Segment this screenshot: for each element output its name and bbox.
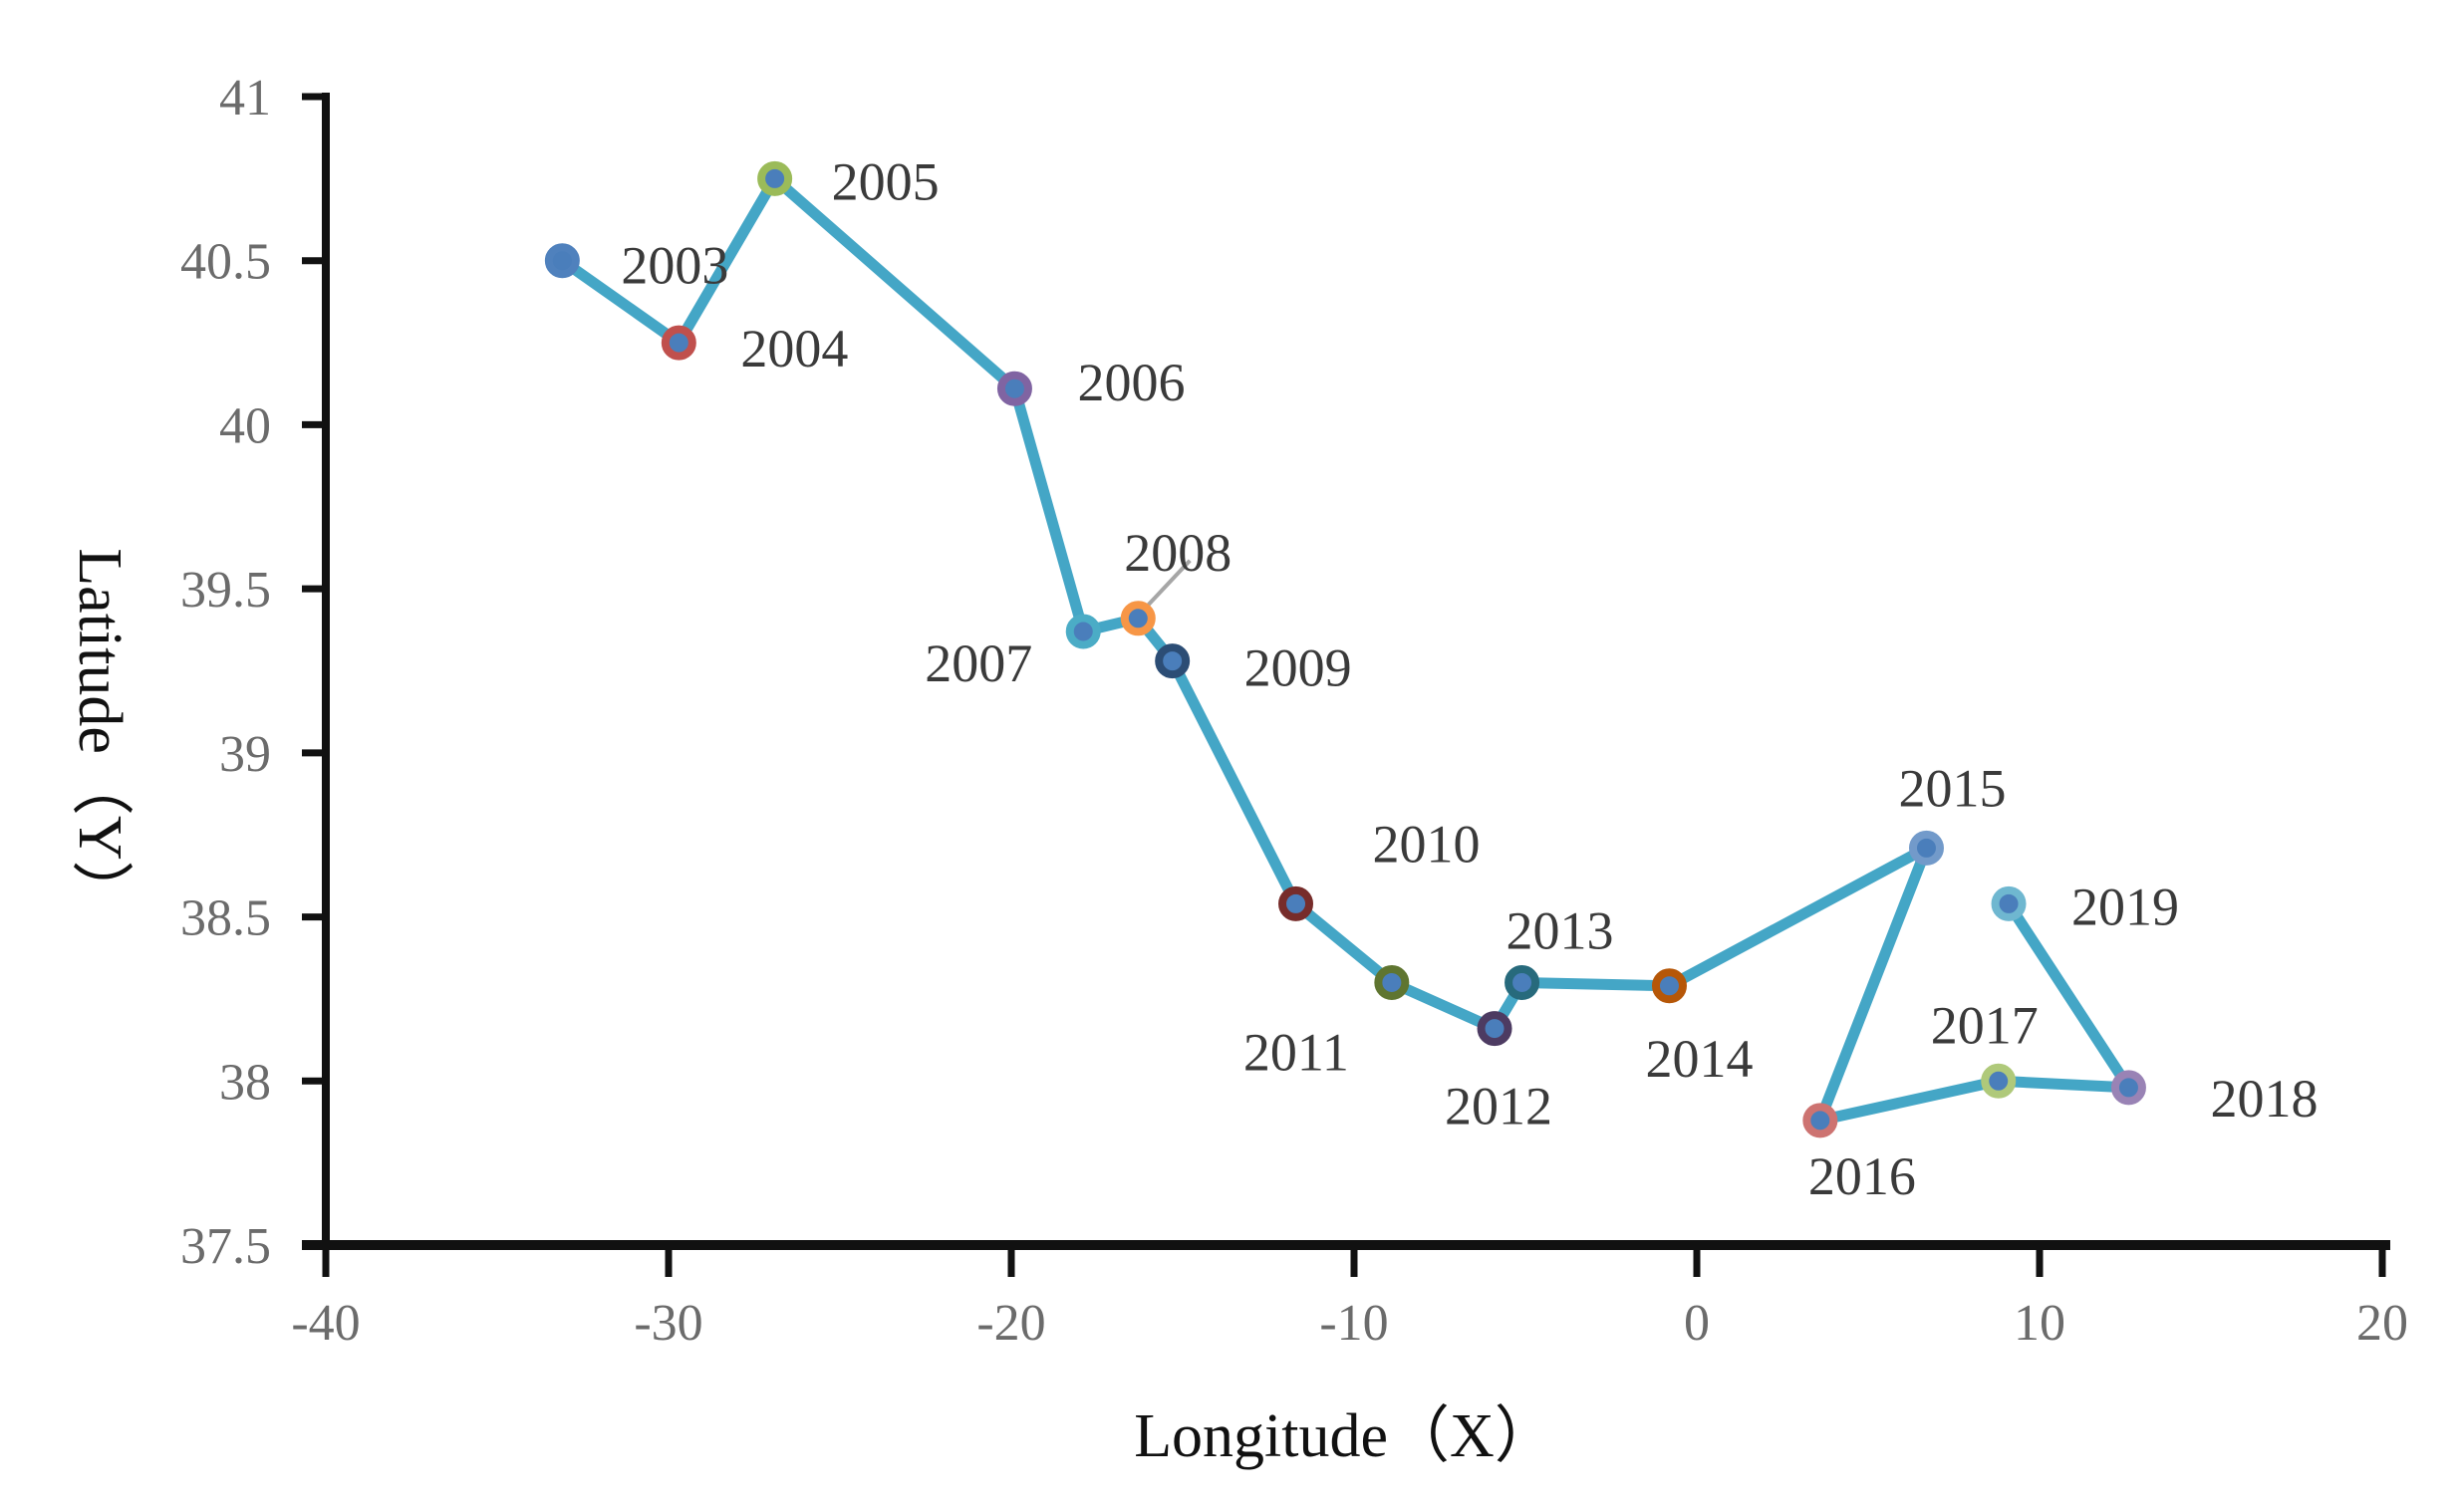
- data-point-2013: [1505, 964, 1540, 1000]
- data-point-label-2019: 2019: [2071, 877, 2179, 936]
- x-tick-label-0: 0: [1684, 1295, 1710, 1352]
- y-tick-label-39: 39: [219, 726, 271, 783]
- data-point-2014: [1651, 968, 1687, 1004]
- data-point-2005: [757, 160, 793, 196]
- y-tick-label-37.5: 37.5: [180, 1218, 271, 1275]
- data-point-2011: [1374, 964, 1410, 1000]
- data-point-label-2005: 2005: [832, 151, 940, 211]
- y-tick-label-38: 38: [219, 1054, 271, 1111]
- data-point-label-2006: 2006: [1077, 353, 1185, 412]
- data-point-2017: [1981, 1063, 2017, 1099]
- data-point-2003: [544, 243, 580, 279]
- data-point-label-2014: 2014: [1645, 1029, 1753, 1089]
- data-point-2008: [1120, 601, 1156, 636]
- x-axis-title: Longitude（X）: [1134, 1402, 1556, 1470]
- x-tick-label--20: -20: [976, 1295, 1045, 1352]
- data-point-2018: [2110, 1070, 2146, 1106]
- data-point-label-2017: 2017: [1931, 995, 2039, 1055]
- x-tick-label--10: -10: [1319, 1295, 1388, 1352]
- data-point-2004: [661, 325, 696, 361]
- x-tick-label-10: 10: [2014, 1295, 2065, 1352]
- data-point-label-2004: 2004: [740, 319, 848, 378]
- data-point-2012: [1477, 1011, 1512, 1047]
- y-tick-label-40.5: 40.5: [180, 234, 271, 291]
- y-tick-label-39.5: 39.5: [180, 562, 271, 619]
- series-layer: [544, 160, 2146, 1138]
- data-point-2015: [1908, 830, 1944, 866]
- x-tick-label--40: -40: [291, 1295, 360, 1352]
- data-point-label-2007: 2007: [925, 633, 1032, 693]
- data-point-label-2011: 2011: [1243, 1022, 1349, 1082]
- data-point-label-2015: 2015: [1898, 758, 2006, 818]
- data-point-2019: [1991, 885, 2027, 921]
- data-point-label-2008: 2008: [1124, 523, 1232, 583]
- x-tick-label-20: 20: [2356, 1295, 2408, 1352]
- data-point-2006: [996, 371, 1032, 406]
- data-point-2016: [1802, 1103, 1838, 1138]
- data-point-2007: [1065, 614, 1101, 649]
- y-tick-label-38.5: 38.5: [180, 890, 271, 947]
- axes-layer: 37.5 38 38.5 39 39.5 40 40.5 41 -40 -30 -20 -10 0 10 2…: [180, 70, 2408, 1352]
- x-tick-label--30: -30: [634, 1295, 702, 1352]
- data-point-label-2013: 2013: [1506, 900, 1614, 960]
- y-tick-label-40: 40: [219, 397, 271, 454]
- data-point-label-2018: 2018: [2210, 1069, 2318, 1129]
- y-tick-label-41: 41: [219, 70, 271, 126]
- data-point-label-2016: 2016: [1808, 1146, 1916, 1206]
- data-point-label-2010: 2010: [1373, 814, 1481, 874]
- y-axis-title: Latitude（Y）: [66, 548, 134, 921]
- data-point-label-2009: 2009: [1244, 638, 1352, 698]
- data-point-label-2003: 2003: [621, 236, 728, 296]
- data-point-2009: [1155, 643, 1191, 679]
- label-leader-line-2008: [1141, 559, 1192, 613]
- data-point-2010: [1278, 885, 1314, 921]
- data-point-label-2012: 2012: [1445, 1077, 1552, 1136]
